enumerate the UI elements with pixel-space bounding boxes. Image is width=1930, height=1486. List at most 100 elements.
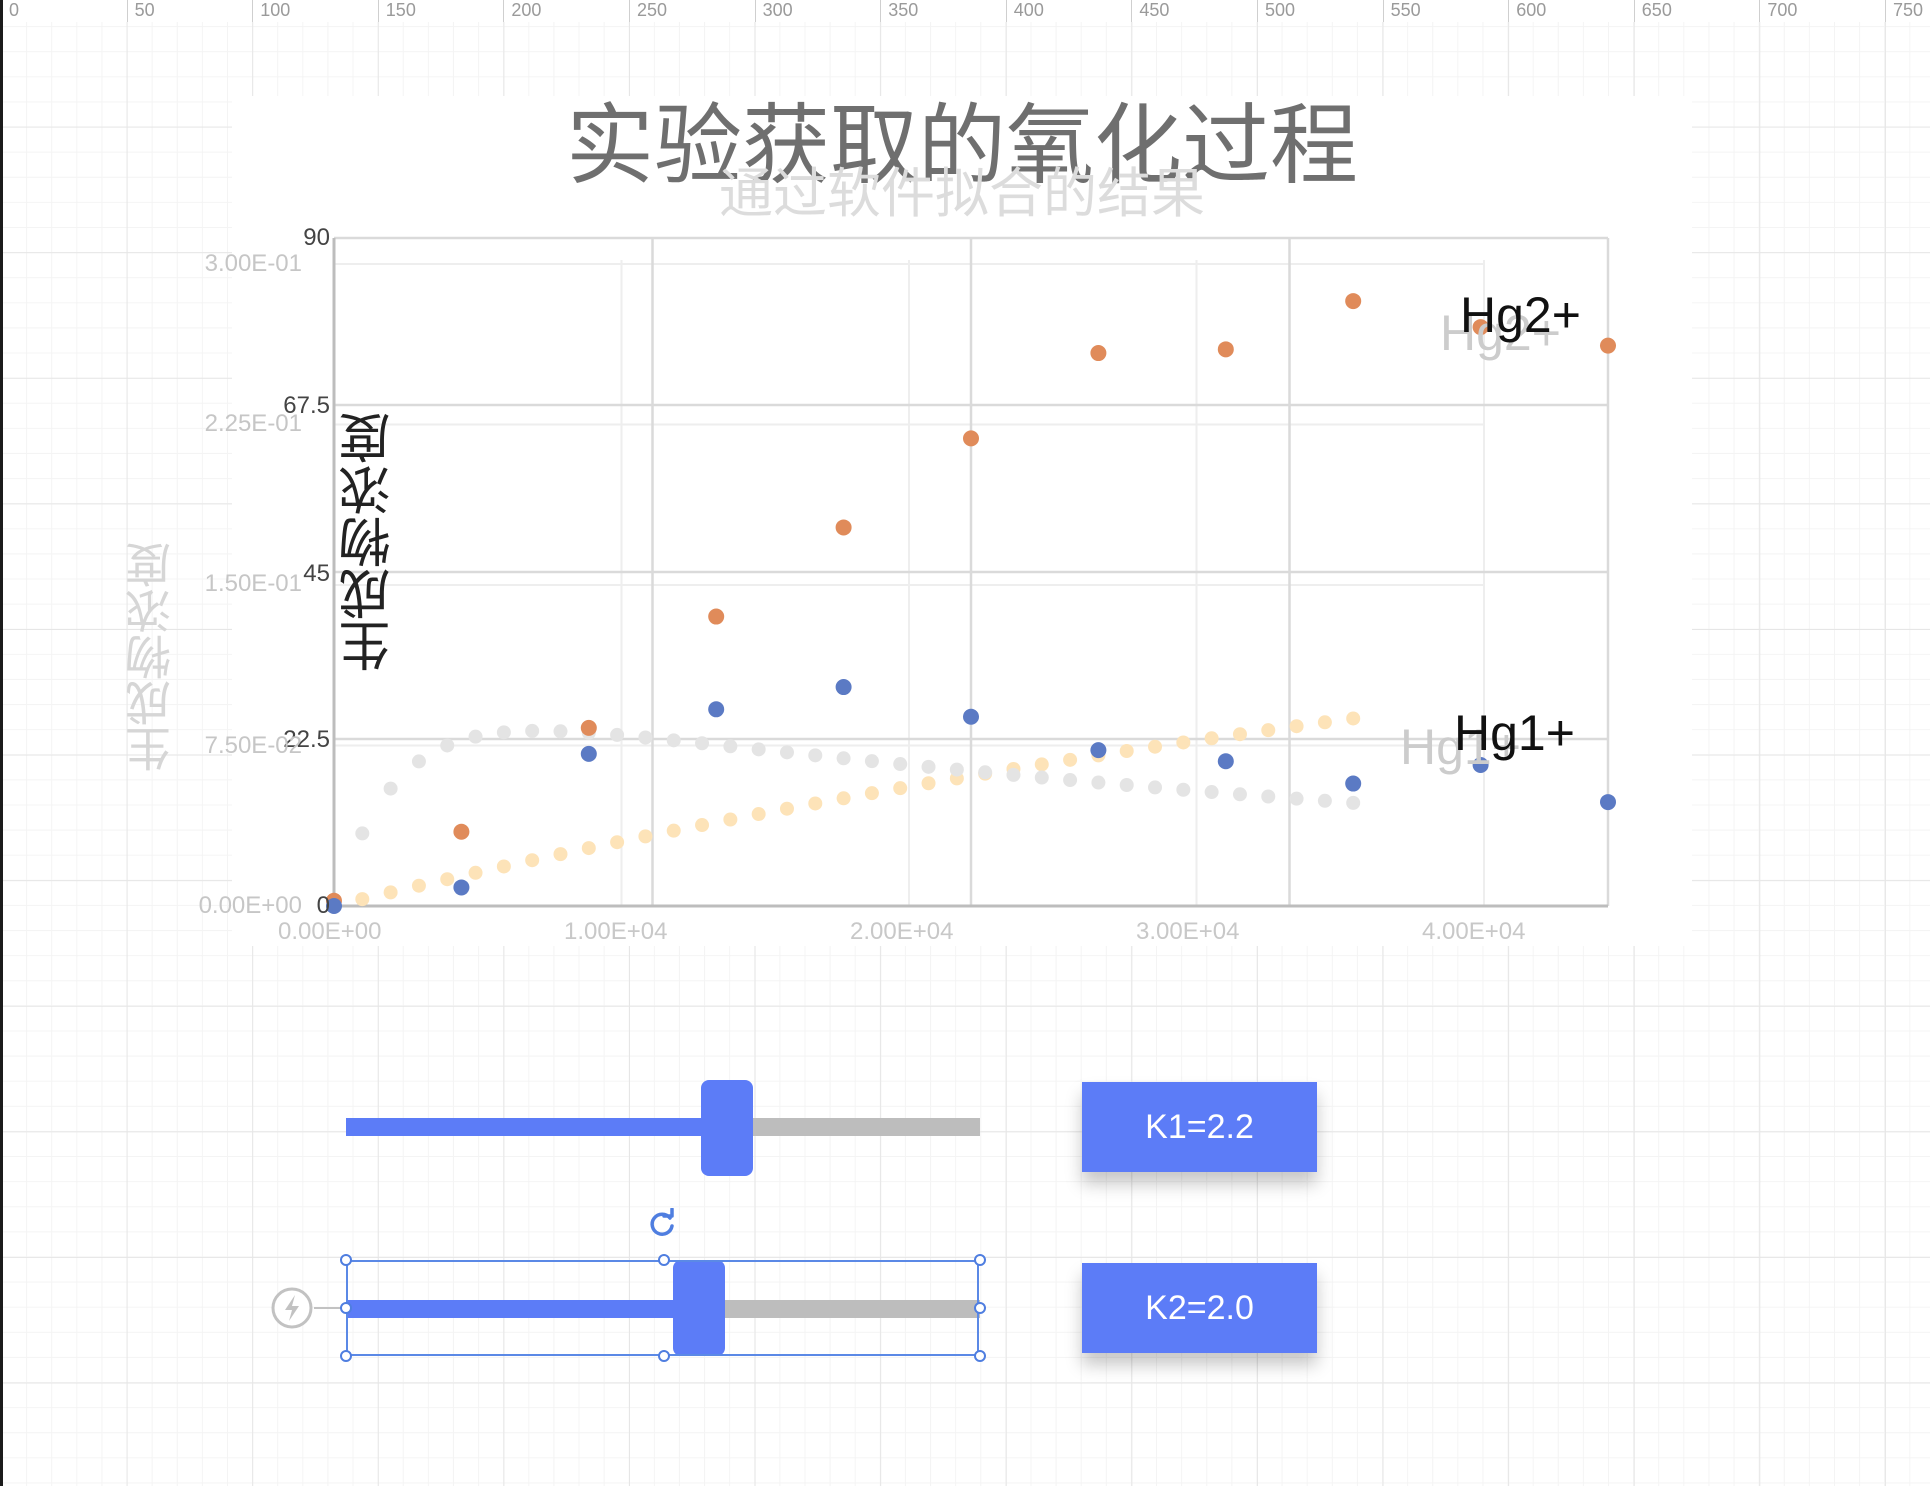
fit-curve-point [355, 892, 370, 907]
data-point [580, 719, 597, 736]
fit-curve-point [1346, 795, 1361, 810]
k2-value-button[interactable]: K2=2.0 [1082, 1263, 1317, 1353]
ruler-label: 450 [1139, 0, 1170, 20]
data-point [1217, 341, 1234, 358]
data-point [1217, 753, 1234, 770]
canvas-left-edge [0, 0, 3, 1486]
fit-curve-point [440, 738, 455, 753]
ruler-tick [1759, 0, 1761, 22]
chart-panel[interactable]: 实验获取的氧化过程 通过软件拟合的结果 90 67.5 45 22.5 0 3.… [124, 96, 1692, 946]
fit-curve-point [751, 807, 766, 822]
resize-handle[interactable] [974, 1350, 986, 1362]
fit-curve-point [1204, 785, 1219, 800]
data-point [1345, 775, 1362, 792]
fit-curve-point [1176, 735, 1191, 750]
rotate-icon[interactable] [646, 1207, 678, 1240]
fit-curve-point [440, 872, 455, 887]
ruler-tick [754, 0, 756, 22]
chart-plot [326, 236, 1616, 914]
fit-curve-point [553, 847, 568, 862]
fit-curve-point [808, 796, 823, 811]
resize-handle[interactable] [658, 1350, 670, 1362]
ruler-label: 750 [1893, 0, 1924, 20]
k2-slider-track-filled[interactable] [346, 1300, 698, 1318]
fit-curve-point [1289, 719, 1304, 734]
fit-curve-point [779, 801, 794, 816]
fit-curve-point [1289, 791, 1304, 806]
fit-curve-point [695, 818, 710, 833]
fit-curve-point [468, 865, 483, 880]
ruler-label: 500 [1265, 0, 1296, 20]
ruler-tick [1885, 0, 1886, 22]
ruler-tick [126, 0, 128, 22]
y-axis-label-ghost: 生成物浓度 [124, 542, 178, 772]
chart-subtitle: 通过软件拟合的结果 [719, 162, 1205, 225]
data-point [1472, 756, 1489, 773]
y-tick-label-dark: 90 [303, 224, 330, 251]
ruler-tick [880, 0, 882, 22]
fit-curve-point [1119, 777, 1134, 792]
fit-curve-point [1261, 789, 1276, 804]
fit-curve-point [1091, 775, 1106, 790]
resize-handle[interactable] [340, 1350, 352, 1362]
ruler-tick [252, 0, 254, 22]
fit-curve-point [1232, 727, 1247, 742]
fit-curve-point [496, 859, 511, 874]
resize-handle[interactable] [974, 1254, 986, 1266]
fit-curve-point [666, 823, 681, 838]
fit-curve-point [553, 724, 568, 739]
y-tick-label-ghost: 0.00E+00 [198, 892, 302, 919]
fit-curve-point [383, 885, 398, 900]
ruler-label: 100 [260, 0, 291, 20]
fit-curve-point [1119, 744, 1134, 759]
resize-handle[interactable] [974, 1302, 986, 1314]
resize-handle[interactable] [340, 1254, 352, 1266]
y-tick-label-ghost: 3.00E-01 [204, 250, 302, 277]
fit-curve-point [581, 841, 596, 856]
fit-curve-point [836, 791, 851, 806]
ruler-label: 400 [1013, 0, 1044, 20]
data-point [835, 679, 852, 696]
fit-curve-point [638, 730, 653, 745]
data-point [1345, 293, 1362, 310]
resize-handle[interactable] [340, 1302, 352, 1314]
fit-curve-point [1204, 731, 1219, 746]
fit-curve-point [1261, 723, 1276, 738]
fit-curve-point [1346, 711, 1361, 726]
fit-curve-point [1176, 782, 1191, 797]
ruler-tick [1633, 0, 1635, 22]
ruler-label: 600 [1516, 0, 1547, 20]
data-point [1600, 337, 1616, 354]
y-tick-label-ghost: 1.50E-01 [204, 570, 302, 597]
x-tick-label: 0.00E+00 [278, 918, 382, 945]
fit-curve-point [1034, 770, 1049, 785]
data-point [326, 898, 342, 914]
lightning-icon[interactable] [270, 1286, 314, 1330]
fit-curve-point [468, 729, 483, 744]
fit-curve-point [864, 786, 879, 801]
y-tick-label-dark: 67.5 [283, 392, 330, 419]
x-tick-label: 3.00E+04 [1136, 918, 1240, 945]
selection-box[interactable] [346, 1260, 979, 1356]
fit-curve-point [864, 754, 879, 769]
ruler-label: 150 [385, 0, 416, 20]
k2-slider-thumb[interactable] [673, 1260, 725, 1356]
fit-curve-point [610, 835, 625, 850]
data-point [453, 879, 470, 896]
fit-curve-point [1317, 715, 1332, 730]
k1-slider-thumb[interactable] [701, 1080, 753, 1176]
ruler-label: 50 [134, 0, 155, 20]
y-tick-label-dark: 0 [316, 892, 330, 919]
ruler-label: 650 [1641, 0, 1672, 20]
k1-value-button[interactable]: K1=2.2 [1082, 1082, 1317, 1172]
resize-handle[interactable] [658, 1254, 670, 1266]
ruler-tick [629, 0, 630, 22]
k1-slider-track-filled[interactable] [346, 1118, 726, 1136]
data-point [708, 608, 725, 625]
fit-curve-point [1317, 793, 1332, 808]
fit-curve-point [1063, 773, 1078, 788]
ruler-tick [1382, 0, 1384, 22]
fit-curve-point [411, 754, 426, 769]
fit-curve-point [525, 853, 540, 868]
y-tick-label-ghost: 7.50E-02 [204, 732, 302, 759]
